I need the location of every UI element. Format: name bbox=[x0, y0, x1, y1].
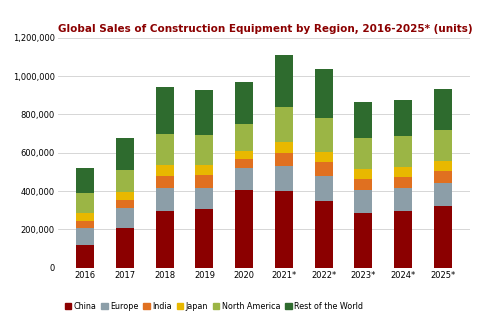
Bar bbox=[434, 161, 452, 171]
Bar bbox=[76, 213, 94, 221]
Bar bbox=[156, 165, 174, 176]
Bar bbox=[116, 208, 134, 227]
Bar bbox=[76, 193, 94, 213]
Bar bbox=[76, 227, 94, 245]
Bar bbox=[394, 177, 412, 188]
Bar bbox=[116, 227, 134, 268]
Bar bbox=[314, 176, 333, 201]
Bar bbox=[235, 168, 253, 190]
Bar bbox=[314, 162, 333, 176]
Bar bbox=[195, 165, 214, 175]
Bar bbox=[275, 191, 293, 268]
Bar bbox=[195, 90, 214, 135]
Bar bbox=[314, 69, 333, 118]
Bar bbox=[394, 211, 412, 268]
Bar bbox=[195, 188, 214, 209]
Bar bbox=[314, 201, 333, 268]
Bar bbox=[156, 134, 174, 165]
Bar bbox=[235, 124, 253, 151]
Bar bbox=[354, 213, 372, 268]
Bar bbox=[394, 100, 412, 136]
Bar bbox=[275, 107, 293, 142]
Bar bbox=[116, 138, 134, 170]
Bar bbox=[394, 136, 412, 167]
Bar bbox=[76, 168, 94, 193]
Bar bbox=[314, 152, 333, 162]
Bar bbox=[156, 188, 174, 211]
Bar bbox=[434, 183, 452, 206]
Legend: China, Europe, India, Japan, North America, Rest of the World: China, Europe, India, Japan, North Ameri… bbox=[61, 299, 366, 314]
Bar bbox=[235, 190, 253, 268]
Bar bbox=[354, 138, 372, 169]
Bar bbox=[434, 171, 452, 183]
Bar bbox=[195, 135, 214, 165]
Bar bbox=[156, 87, 174, 134]
Bar bbox=[354, 179, 372, 190]
Bar bbox=[156, 211, 174, 268]
Bar bbox=[76, 221, 94, 227]
Bar bbox=[434, 130, 452, 161]
Bar bbox=[195, 175, 214, 188]
Bar bbox=[394, 188, 412, 211]
Bar bbox=[156, 176, 174, 188]
Bar bbox=[116, 200, 134, 208]
Text: Global Sales of Construction Equipment by Region, 2016-2025* (units): Global Sales of Construction Equipment b… bbox=[58, 24, 472, 34]
Bar bbox=[275, 142, 293, 153]
Bar bbox=[275, 153, 293, 166]
Bar bbox=[275, 55, 293, 107]
Bar bbox=[116, 192, 134, 200]
Bar bbox=[314, 118, 333, 152]
Bar bbox=[195, 209, 214, 268]
Bar bbox=[354, 169, 372, 179]
Bar bbox=[434, 206, 452, 268]
Bar bbox=[394, 167, 412, 177]
Bar bbox=[434, 89, 452, 130]
Bar bbox=[354, 190, 372, 213]
Bar bbox=[116, 170, 134, 192]
Bar bbox=[235, 82, 253, 124]
Bar bbox=[354, 102, 372, 138]
Bar bbox=[235, 159, 253, 168]
Bar bbox=[275, 166, 293, 191]
Bar bbox=[76, 245, 94, 268]
Bar bbox=[235, 151, 253, 159]
